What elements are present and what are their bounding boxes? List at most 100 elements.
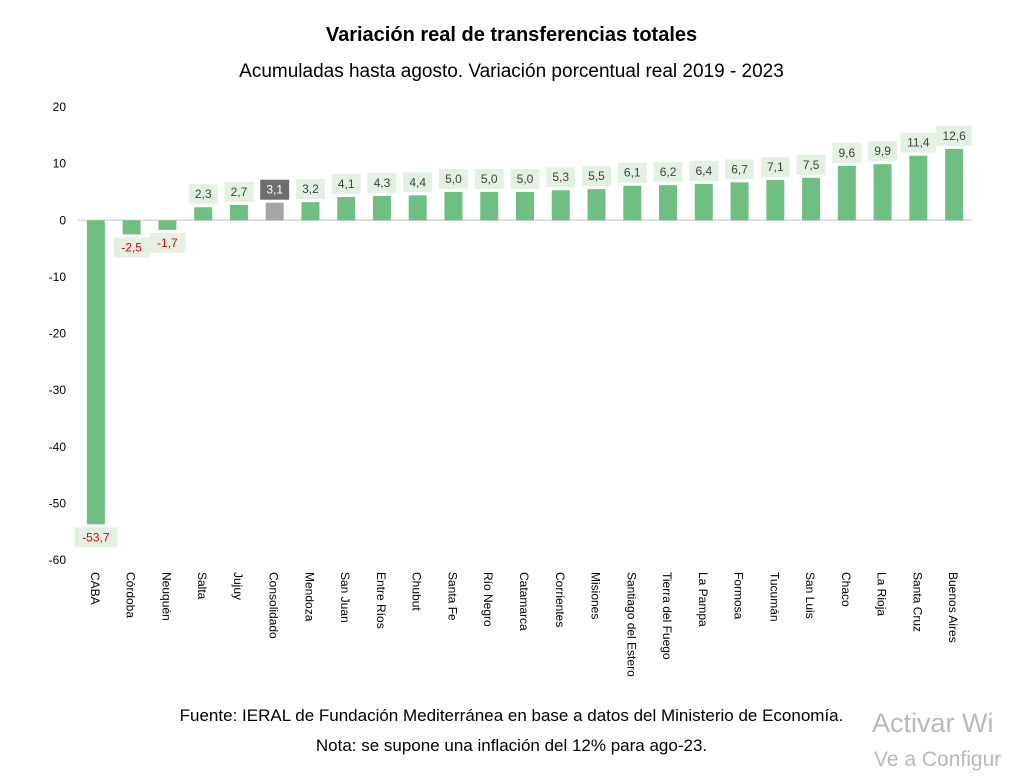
x-tick-label-11: Río Negro bbox=[481, 572, 495, 627]
x-tick-label-24: Buenos Aires bbox=[946, 572, 960, 643]
x-tick-label-14: Misiones bbox=[589, 572, 603, 619]
data-label-6: 3,2 bbox=[302, 182, 319, 196]
x-tick-label-5: Consolidado bbox=[267, 572, 281, 639]
bar-2 bbox=[158, 220, 177, 230]
data-label-bg-7 bbox=[331, 174, 361, 195]
data-label-18: 6,7 bbox=[731, 162, 748, 176]
data-label-16: 6,2 bbox=[660, 165, 677, 179]
bar-11 bbox=[480, 191, 499, 221]
bar-3 bbox=[194, 207, 213, 221]
x-tick-label-18: Formosa bbox=[732, 572, 746, 620]
x-tick-label-13: Corrientes bbox=[553, 572, 567, 627]
data-label-bg-16 bbox=[653, 162, 683, 183]
data-label-bg-21 bbox=[832, 142, 862, 163]
chart-subtitle: Acumuladas hasta agosto. Variación porce… bbox=[239, 61, 784, 82]
x-tick-label-16: Tierra del Fuego bbox=[660, 572, 674, 660]
bar-15 bbox=[623, 185, 642, 221]
data-label-bg-18 bbox=[725, 159, 755, 180]
data-label-14: 5,5 bbox=[588, 169, 605, 183]
data-label-bg-12 bbox=[510, 168, 540, 189]
activation-watermark-sub: Ve a Configur bbox=[874, 748, 1002, 771]
x-tick-label-0: CABA bbox=[88, 572, 102, 605]
bar-6 bbox=[301, 202, 320, 221]
data-label-10: 5,0 bbox=[445, 172, 462, 186]
activation-watermark: Activar Wi bbox=[872, 708, 994, 738]
bar-chart: 20 10 0 -10 -20 -30 -40 -50 -60 -53,7 CABA -2,5 Córd… bbox=[49, 100, 973, 677]
data-label-11: 5,0 bbox=[481, 172, 498, 186]
y-tick-label: 0 bbox=[59, 213, 66, 227]
x-tick-label-3: Salta bbox=[195, 572, 209, 600]
x-tick-label-6: Mendoza bbox=[302, 572, 316, 622]
data-label-bg-22 bbox=[868, 141, 898, 162]
y-tick-label: 10 bbox=[53, 157, 67, 171]
x-tick-label-10: Santa Fe bbox=[445, 572, 459, 621]
data-label-bg-5 bbox=[260, 179, 290, 200]
y-tick-label: -50 bbox=[49, 496, 67, 510]
y-tick-label: -30 bbox=[49, 383, 67, 397]
data-label-21: 9,6 bbox=[838, 146, 855, 160]
x-tick-label-23: Santa Cruz bbox=[910, 572, 924, 632]
data-label-7: 4,1 bbox=[338, 177, 355, 191]
x-tick-label-20: San Luis bbox=[803, 572, 817, 619]
data-label-bg-10 bbox=[438, 168, 468, 189]
data-label-bg-11 bbox=[474, 168, 504, 189]
bar-4 bbox=[229, 204, 248, 221]
data-label-23: 11,4 bbox=[907, 136, 930, 150]
x-tick-label-12: Catamarca bbox=[517, 572, 531, 631]
data-label-bg-8 bbox=[367, 172, 397, 193]
x-tick-label-7: San Juan bbox=[338, 572, 352, 623]
bar-19 bbox=[766, 180, 785, 221]
data-label-22: 9,9 bbox=[874, 144, 891, 158]
x-tick-label-17: La Pampa bbox=[696, 572, 710, 627]
y-tick-label: -40 bbox=[49, 440, 67, 454]
data-label-bg-13 bbox=[546, 167, 576, 188]
source-note: Fuente: IERAL de Fundación Mediterránea … bbox=[179, 706, 844, 725]
chart-title: Variación real de transferencias totales bbox=[325, 24, 698, 46]
data-label-9: 4,4 bbox=[409, 175, 426, 189]
data-label-bg-14 bbox=[582, 166, 612, 187]
data-label-24: 12,6 bbox=[942, 129, 966, 143]
bar-0 bbox=[86, 220, 105, 525]
x-tick-label-22: La Rioja bbox=[875, 572, 889, 616]
data-label-bg-9 bbox=[403, 172, 433, 193]
data-label-8: 4,3 bbox=[374, 176, 391, 190]
x-tick-label-4: Jujuy bbox=[231, 572, 245, 600]
bar-10 bbox=[444, 191, 463, 221]
x-tick-label-21: Chaco bbox=[839, 572, 853, 607]
data-label-5: 3,1 bbox=[266, 183, 283, 197]
data-label-12: 5,0 bbox=[517, 172, 534, 186]
data-label-3: 2,3 bbox=[195, 187, 212, 201]
data-label-bg-6 bbox=[295, 179, 325, 200]
data-label-0: -53,7 bbox=[82, 530, 110, 544]
y-tick-label: -60 bbox=[49, 553, 67, 567]
bar-16 bbox=[659, 185, 678, 221]
data-label-bg-1 bbox=[113, 237, 150, 258]
data-label-bg-2 bbox=[149, 232, 186, 253]
data-label-bg-15 bbox=[617, 162, 647, 183]
bar-5 bbox=[265, 202, 284, 221]
bar-9 bbox=[408, 195, 427, 221]
data-label-bg-23 bbox=[900, 132, 937, 153]
x-tick-label-1: Córdoba bbox=[124, 572, 138, 618]
data-label-13: 5,3 bbox=[552, 170, 569, 184]
bar-21 bbox=[837, 165, 856, 221]
bar-14 bbox=[587, 189, 606, 221]
bar-1 bbox=[122, 220, 141, 235]
bar-18 bbox=[730, 182, 749, 221]
data-label-15: 6,1 bbox=[624, 166, 641, 180]
bar-22 bbox=[873, 164, 892, 221]
data-label-bg-3 bbox=[188, 184, 218, 205]
data-label-bg-19 bbox=[760, 157, 790, 178]
y-tick-label: 20 bbox=[53, 100, 67, 114]
bar-13 bbox=[551, 190, 570, 221]
bar-17 bbox=[694, 184, 713, 221]
data-label-19: 7,1 bbox=[767, 160, 784, 174]
data-label-4: 2,7 bbox=[231, 185, 248, 199]
bar-20 bbox=[802, 177, 821, 221]
bar-23 bbox=[909, 155, 928, 221]
data-label-bg-4 bbox=[224, 181, 254, 202]
data-label-bg-0 bbox=[74, 527, 118, 548]
data-label-bg-20 bbox=[796, 154, 826, 175]
data-label-bg-17 bbox=[689, 161, 719, 182]
x-tick-label-19: Tucumán bbox=[767, 572, 781, 622]
